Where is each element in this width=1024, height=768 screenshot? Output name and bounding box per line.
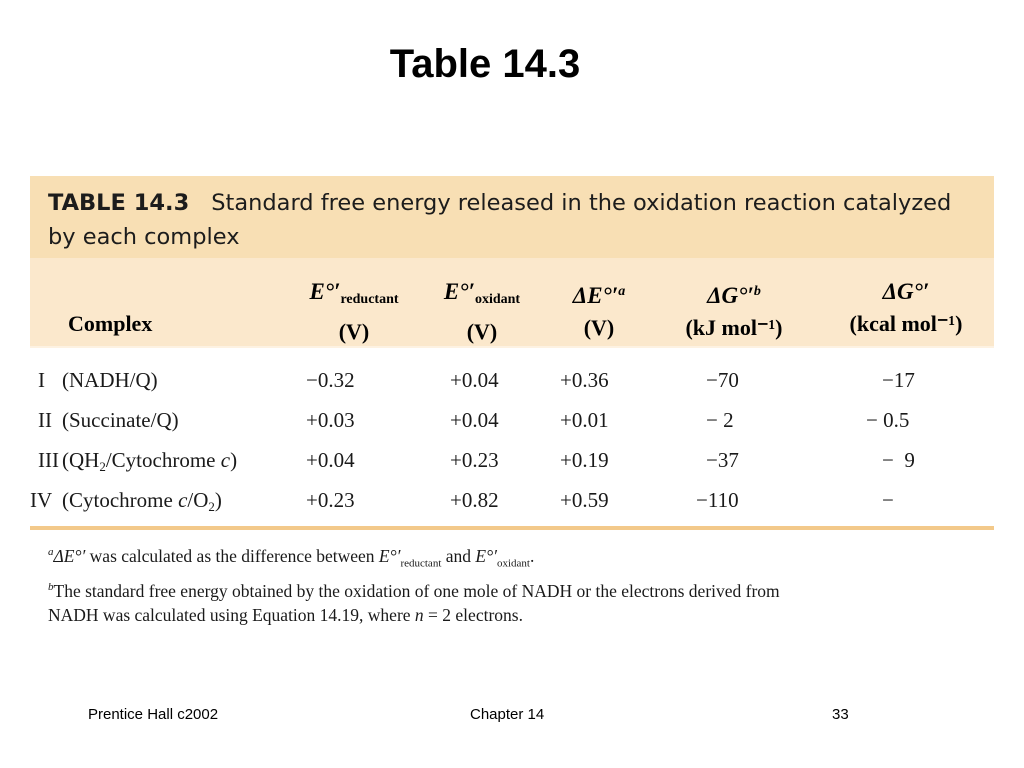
table-body: I (NADH/Q) −0.32 +0.04 +0.36 −70 −17 II …	[30, 348, 994, 528]
table-row: I (NADH/Q) −0.32 +0.04 +0.36 −70 −17	[30, 360, 994, 400]
cell-e-oxidant: +0.82	[450, 488, 499, 512]
row-complex-name: (NADH/Q)	[62, 368, 158, 392]
cell-delta-g-kcal: − 9	[882, 448, 915, 472]
cell-delta-g-kcal: −17	[882, 368, 915, 392]
table-row: II (Succinate/Q) +0.03 +0.04 +0.01 − 2 −…	[30, 400, 994, 440]
table-caption: TABLE 14.3 Standard free energy released …	[48, 186, 978, 254]
table-bottom-rule	[30, 526, 994, 530]
table-number: TABLE 14.3	[48, 190, 190, 216]
table-row: III (QH2/Cytochrome c) +0.04 +0.23 +0.19…	[30, 440, 994, 480]
cell-e-oxidant: +0.04	[450, 408, 499, 432]
cell-delta-g-kj: −110	[696, 488, 739, 512]
cell-delta-g-kj: −70	[706, 368, 739, 392]
cell-e-reductant: −0.32	[306, 368, 355, 392]
footnote-b: bThe standard free energy obtained by th…	[48, 581, 780, 626]
cell-e-reductant: +0.23	[306, 488, 355, 512]
footer-publisher: Prentice Hall c2002	[88, 706, 219, 723]
footer-chapter: Chapter 14	[470, 706, 545, 723]
cell-delta-g-kcal: − 0.5	[866, 408, 910, 432]
footnote-a: aΔE°′ was calculated as the difference b…	[48, 545, 535, 570]
header-delta-e: ΔE°′a (V)	[572, 283, 626, 340]
footer-page-number: 33	[832, 706, 849, 723]
row-numeral: III	[38, 448, 59, 472]
cell-delta-g-kj: − 2	[706, 408, 734, 432]
row-complex-name: (Cytochrome c/O2)	[62, 488, 222, 514]
header-complex: Complex	[68, 311, 153, 336]
row-numeral: IV	[30, 488, 53, 512]
table-footnotes: aΔE°′ was calculated as the difference b…	[48, 540, 948, 627]
cell-delta-e: +0.59	[560, 488, 609, 512]
cell-delta-g-kcal: −	[882, 488, 894, 512]
cell-delta-e: +0.19	[560, 448, 609, 472]
row-complex-name: (Succinate/Q)	[62, 408, 179, 432]
cell-e-oxidant: +0.04	[450, 368, 499, 392]
slide-title: Table 14.3	[389, 42, 581, 86]
row-numeral: I	[38, 368, 45, 392]
cell-e-oxidant: +0.23	[450, 448, 499, 472]
header-e-oxidant: E°′oxidant (V)	[443, 279, 521, 344]
table-header-row: Complex E°′reductant (V) E°′oxidant (V) …	[30, 258, 994, 346]
data-table: TABLE 14.3 Standard free energy released …	[30, 176, 994, 528]
cell-delta-g-kj: −37	[706, 448, 739, 472]
cell-e-reductant: +0.03	[306, 408, 355, 432]
header-e-reductant: E°′reductant (V)	[309, 279, 399, 344]
table-row: IV (Cytochrome c/O2) +0.23 +0.82 +0.59 −…	[30, 480, 994, 520]
table-caption-text: Standard free energy released in the oxi…	[48, 190, 952, 250]
cell-e-reductant: +0.04	[306, 448, 355, 472]
header-delta-g-kcal: ΔG°′ (kcal mol⁻¹)	[849, 279, 963, 336]
row-complex-name: (QH2/Cytochrome c)	[62, 448, 238, 474]
header-delta-g-kj: ΔG°′b (kJ mol⁻¹)	[685, 283, 783, 340]
table-caption-bar: TABLE 14.3 Standard free energy released …	[30, 176, 994, 258]
row-numeral: II	[38, 408, 52, 432]
cell-delta-e: +0.01	[560, 408, 609, 432]
cell-delta-e: +0.36	[560, 368, 609, 392]
